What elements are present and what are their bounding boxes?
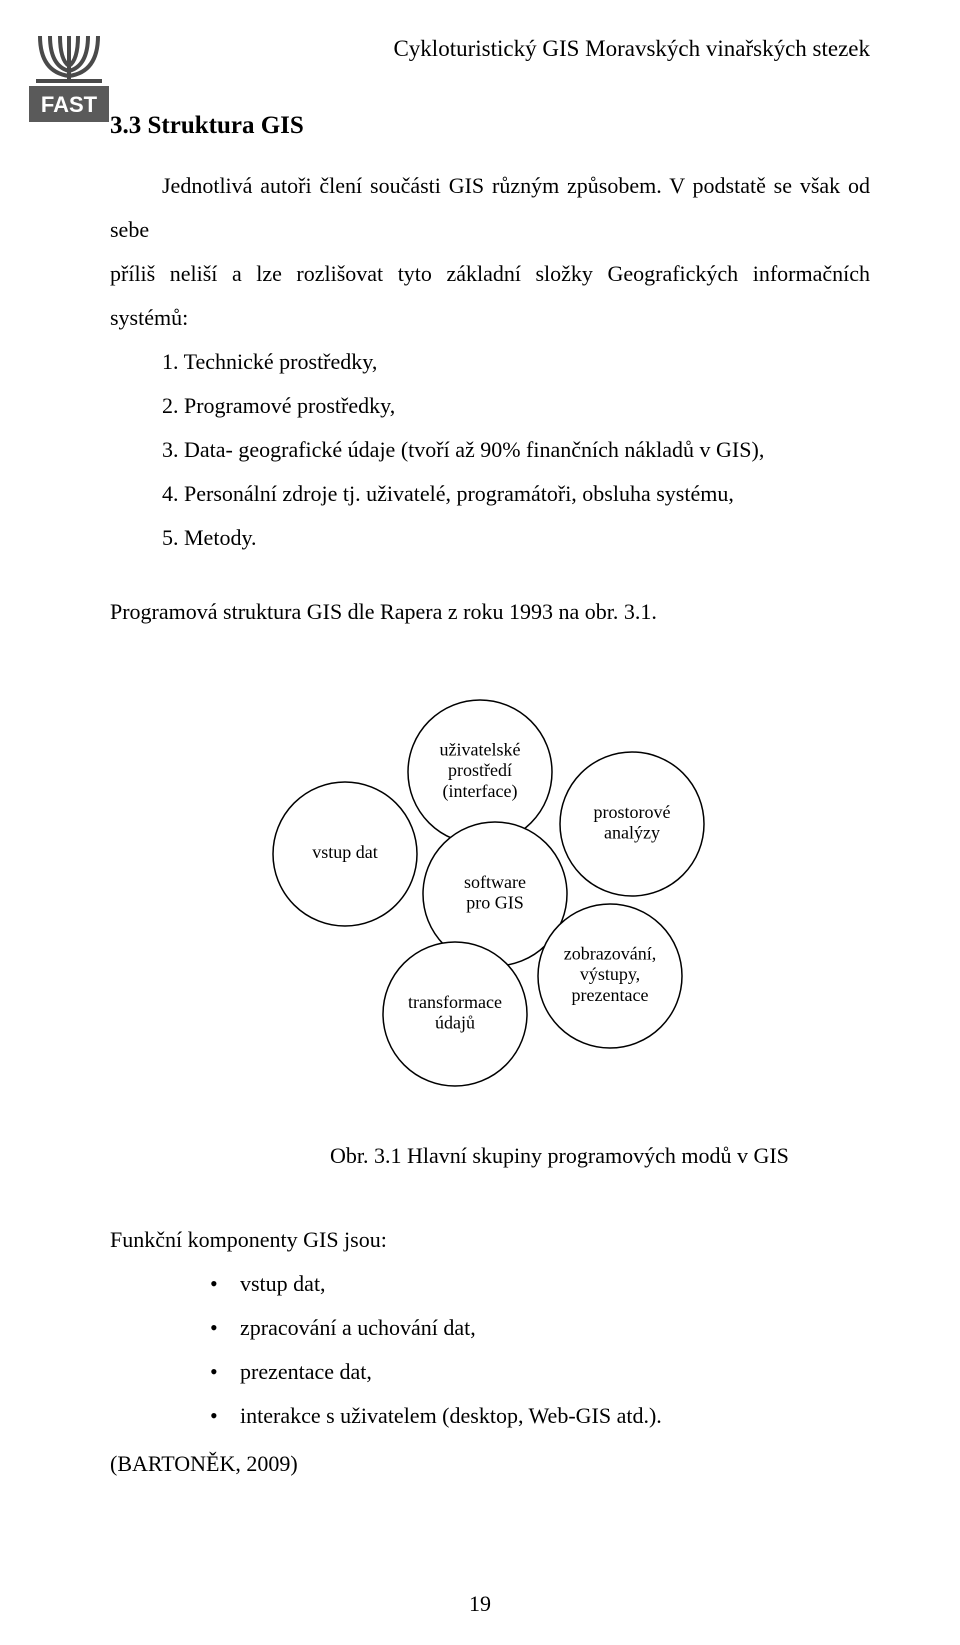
list-item: 4. Personální zdroje tj. uživatelé, prog…	[162, 472, 870, 516]
diagram-node-label: analýzy	[604, 822, 660, 842]
bullet-text: prezentace dat,	[240, 1350, 372, 1394]
gis-structure-diagram: vstup dat uživatelsképrostředí(interface)…	[240, 674, 740, 1104]
bullet-item: • prezentace dat,	[210, 1350, 870, 1394]
list-item: 1. Technické prostředky,	[162, 340, 870, 384]
bullet-item: • interakce s uživatelem (desktop, Web-G…	[210, 1394, 870, 1438]
list-item: 5. Metody.	[162, 516, 870, 560]
fast-logo: FAST	[28, 28, 110, 123]
list-item: 3. Data- geografické údaje (tvoří až 90%…	[162, 428, 870, 472]
numbered-list: 1. Technické prostředky, 2. Programové p…	[162, 340, 870, 560]
bullet-item: • zpracování a uchování dat,	[210, 1306, 870, 1350]
svg-text:FAST: FAST	[41, 92, 98, 117]
bullet-dot-icon: •	[210, 1306, 240, 1350]
bullet-dot-icon: •	[210, 1394, 240, 1438]
bullet-list: • vstup dat, • zpracování a uchování dat…	[210, 1262, 870, 1438]
bullet-text: vstup dat,	[240, 1262, 326, 1306]
bullet-dot-icon: •	[210, 1350, 240, 1394]
diagram-node-label: prezentace	[572, 985, 649, 1005]
bullet-item: • vstup dat,	[210, 1262, 870, 1306]
diagram-node-label: uživatelské	[440, 739, 521, 759]
program-structure-line: Programová struktura GIS dle Rapera z ro…	[110, 590, 870, 634]
section-number: 3.3	[110, 112, 141, 139]
diagram-node-label: software	[464, 872, 526, 892]
intro-paragraph-line2: příliš neliší a lze rozlišovat tyto zákl…	[110, 252, 870, 340]
diagram-node-label: výstupy,	[580, 964, 640, 984]
page-number: 19	[0, 1591, 960, 1617]
section-heading: 3.3 Struktura GIS	[110, 112, 870, 140]
page-container: FAST Cykloturistický GIS Moravských vina…	[0, 0, 960, 1645]
bullet-dot-icon: •	[210, 1262, 240, 1306]
bullet-text: interakce s uživatelem (desktop, Web-GIS…	[240, 1394, 662, 1438]
diagram-node-label: vstup dat	[312, 842, 378, 862]
intro-paragraph-line1: Jednotlivá autoři člení součásti GIS růz…	[110, 164, 870, 252]
functional-components-heading: Funkční komponenty GIS jsou:	[110, 1218, 870, 1262]
figure-caption: Obr. 3.1 Hlavní skupiny programových mod…	[330, 1134, 870, 1178]
bullet-text: zpracování a uchování dat,	[240, 1306, 476, 1350]
diagram-node-label: zobrazování,	[564, 943, 656, 963]
citation: (BARTONĚK, 2009)	[110, 1442, 870, 1486]
diagram-node-label: transformace	[408, 992, 502, 1012]
list-item: 2. Programové prostředky,	[162, 384, 870, 428]
diagram-node-label: údajů	[435, 1012, 475, 1032]
diagram-node-label: pro GIS	[466, 892, 524, 912]
section-title: Struktura GIS	[148, 112, 304, 139]
diagram-node-label: (interface)	[443, 781, 518, 802]
diagram-node-label: prostředí	[448, 760, 512, 780]
diagram-node-label: prostorové	[594, 802, 671, 822]
running-header: Cykloturistický GIS Moravských vinařskýc…	[110, 36, 870, 62]
